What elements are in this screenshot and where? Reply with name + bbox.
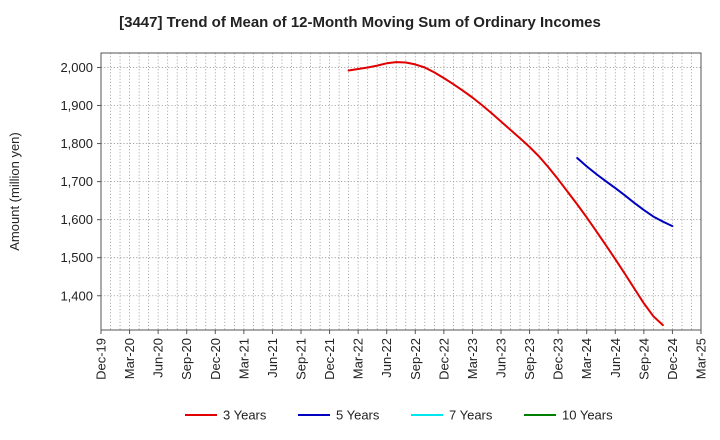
x-axis-ticks: Dec-19 Mar-20 Jun-20 Sep-20 Dec-20 Mar-21 Jun-… bbox=[94, 330, 709, 380]
x-tick-label: Jun-21 bbox=[265, 338, 280, 378]
series-line-5-years bbox=[576, 157, 674, 228]
y-tick-label: 1,500 bbox=[60, 250, 93, 265]
x-tick-label: Mar-20 bbox=[122, 338, 137, 379]
x-tick-label: Dec-19 bbox=[94, 338, 109, 380]
legend-label: 3 Years bbox=[223, 408, 267, 423]
legend-item-10-years: 10 Years bbox=[524, 408, 613, 423]
x-tick-label: Dec-22 bbox=[436, 338, 451, 380]
series-line-3-years bbox=[347, 61, 664, 327]
y-tick-label: 1,800 bbox=[60, 136, 93, 151]
y-tick-label: 1,400 bbox=[60, 288, 93, 303]
x-tick-label: Dec-21 bbox=[322, 338, 337, 380]
x-tick-label: Mar-24 bbox=[579, 338, 594, 379]
x-tick-label: Dec-20 bbox=[208, 338, 223, 380]
x-tick-label: Mar-25 bbox=[694, 338, 709, 379]
chart-title: [3447] Trend of Mean of 12-Month Moving … bbox=[119, 14, 601, 31]
legend: 3 Years 5 Years 7 Years 10 Years bbox=[185, 408, 613, 423]
legend-item-5-years: 5 Years bbox=[298, 408, 380, 423]
x-tick-label: Mar-21 bbox=[236, 338, 251, 379]
x-tick-label: Sep-20 bbox=[179, 338, 194, 380]
legend-label: 7 Years bbox=[449, 408, 493, 423]
x-tick-label: Sep-23 bbox=[522, 338, 537, 380]
x-tick-label: Sep-24 bbox=[636, 338, 651, 380]
x-tick-label: Mar-23 bbox=[465, 338, 480, 379]
x-tick-label: Dec-24 bbox=[665, 338, 680, 380]
legend-item-3-years: 3 Years bbox=[185, 408, 267, 423]
x-tick-label: Jun-24 bbox=[608, 338, 623, 378]
x-tick-label: Sep-22 bbox=[408, 338, 423, 380]
plot-area bbox=[100, 52, 702, 331]
legend-label: 5 Years bbox=[336, 408, 380, 423]
y-axis-ticks: 1,400 1,500 1,600 1,700 1,800 1,900 2,000 bbox=[60, 60, 101, 303]
x-tick-label: Jun-20 bbox=[151, 338, 166, 378]
legend-item-7-years: 7 Years bbox=[411, 408, 493, 423]
x-tick-label: Dec-23 bbox=[551, 338, 566, 380]
y-tick-label: 1,700 bbox=[60, 174, 93, 189]
y-tick-label: 1,900 bbox=[60, 98, 93, 113]
legend-label: 10 Years bbox=[562, 408, 613, 423]
gridlines bbox=[100, 53, 702, 330]
y-tick-label: 1,600 bbox=[60, 212, 93, 227]
x-tick-label: Jun-22 bbox=[379, 338, 394, 378]
x-tick-label: Sep-21 bbox=[294, 338, 309, 380]
x-tick-label: Mar-22 bbox=[351, 338, 366, 379]
y-axis-label: Amount (million yen) bbox=[7, 132, 22, 251]
y-tick-label: 2,000 bbox=[60, 60, 93, 75]
x-tick-label: Jun-23 bbox=[494, 338, 509, 378]
series-lines bbox=[347, 61, 674, 327]
